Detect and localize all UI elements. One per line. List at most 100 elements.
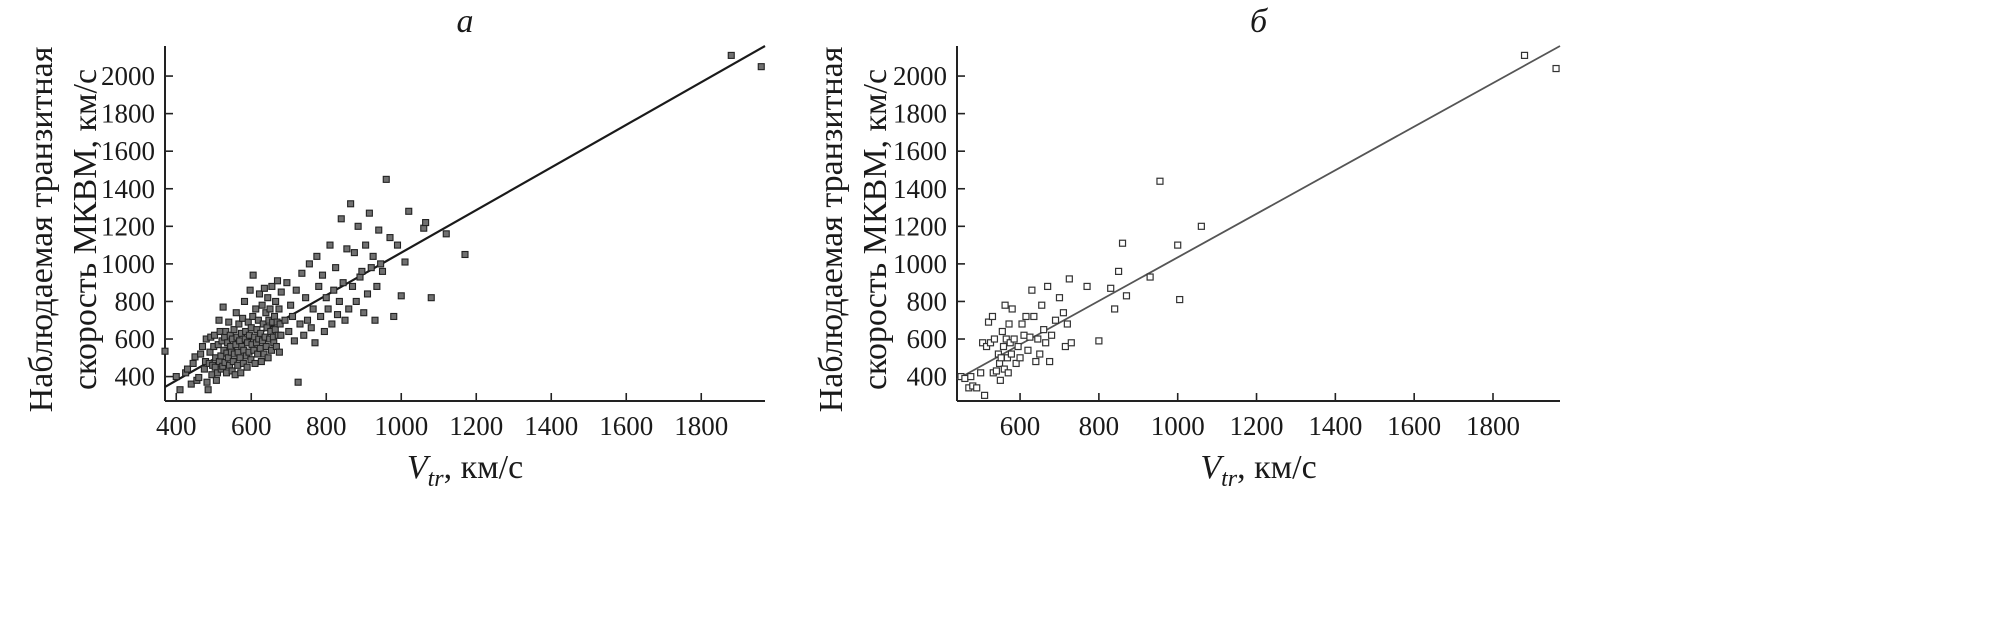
data-point [267,346,276,354]
data-point [258,301,266,309]
y-tick-label: 1400 [101,174,155,204]
panel-a-y-axis-title-line1: Наблюдаемая транзитная [23,46,60,412]
data-point [210,331,219,339]
data-point [1034,335,1042,343]
y-tick-label: 1800 [893,99,947,129]
y-tick-label: 1200 [893,211,947,241]
data-point [1030,312,1038,321]
data-point [1176,295,1184,304]
y-tick-label: 600 [907,324,948,354]
data-point [249,271,257,279]
panel-b-x-axis-title: Vtr, км/с [1200,449,1316,492]
data-point [397,292,405,300]
data-point [330,286,338,294]
data-point [335,297,343,305]
data-point [305,260,313,268]
y-tick-label: 1000 [893,249,947,279]
data-point [268,282,276,290]
data-point [373,282,381,290]
x-tick-label: 1800 [674,411,728,441]
data-point [200,365,208,373]
y-tick-label: 600 [115,324,156,354]
data-point [243,363,251,371]
data-point [1038,301,1046,309]
data-point [260,350,268,358]
data-point [307,324,315,332]
data-point [1016,354,1024,362]
data-point [354,222,362,230]
panel-b-x-ticks: 600 800 1000 1200 1400 1600 1800 [1000,393,1520,441]
data-point [1156,177,1164,185]
data-point [382,175,390,183]
data-point [326,241,334,249]
panel-b-y-axis-title-line2: скорость МКВМ, км/с [857,69,894,390]
data-point [1065,275,1073,283]
data-point [386,234,394,242]
data-point [1118,239,1127,247]
x-tick-label: 1400 [524,411,578,441]
data-point [183,365,192,373]
data-point [1047,331,1056,339]
panel-b-y-ticks: 400 600 800 1000 1200 1400 1600 1800 2000 [893,61,965,392]
data-point [390,312,398,321]
y-tick-label: 1800 [101,99,155,129]
data-point [257,358,265,366]
x-tick-label: 1200 [449,411,503,441]
data-point [309,305,317,313]
data-point [215,316,223,324]
y-tick-label: 800 [115,286,156,316]
data-point [318,271,327,279]
data-point [237,369,245,377]
data-point [189,359,197,367]
data-point [1020,331,1028,339]
data-point [203,378,211,386]
data-point [214,341,222,349]
data-point [427,294,435,302]
data-point [348,282,357,290]
data-point [998,327,1006,336]
data-point [1001,301,1009,309]
data-point [1008,305,1016,313]
data-point [276,320,284,328]
data-point [1014,342,1022,351]
panel-b-fit-line [956,45,1561,381]
data-point [176,386,184,394]
data-point [264,354,272,362]
y-tick-label: 1600 [101,136,155,166]
data-point [377,260,385,268]
x-tick-label: 1600 [599,411,653,441]
data-point [405,207,413,215]
data-point [161,347,169,355]
data-point [290,337,298,345]
data-point [1044,282,1052,291]
panel-b-title: б [1250,3,1269,40]
data-point [254,316,262,324]
data-point [285,327,293,336]
data-point [1010,335,1018,343]
data-point [358,267,366,275]
data-point [996,376,1004,384]
data-point [1520,51,1529,59]
data-point [1036,350,1044,358]
data-point [337,215,345,223]
data-point [275,305,283,313]
data-point [264,294,272,302]
data-point [979,339,987,347]
data-point [365,209,373,217]
panel-a: а Наблюдаемая транзитная скорость МКВМ, … [23,3,766,492]
y-tick-label: 800 [907,286,948,316]
data-point [197,350,205,358]
x-tick-label: 400 [156,411,197,441]
data-point [992,367,1001,375]
panel-b-x-axis-subscript: tr [1221,466,1238,492]
data-point [350,249,358,257]
data-point [1046,357,1054,366]
data-point [275,348,283,356]
panel-a-points [161,51,765,394]
data-point [362,241,370,249]
data-point [1061,342,1069,351]
data-point [303,316,312,324]
data-point [1107,284,1115,292]
data-point [1059,309,1068,317]
data-point [257,329,265,337]
